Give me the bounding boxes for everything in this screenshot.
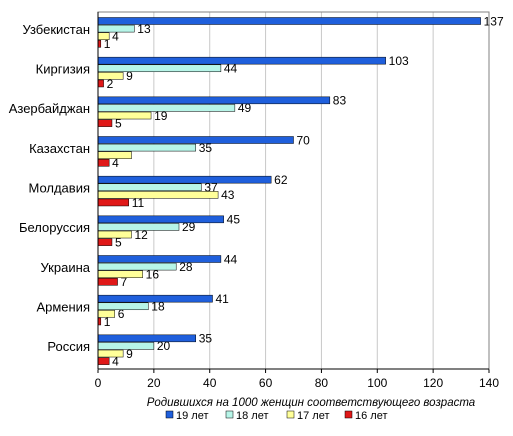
bar-16-лет <box>97 119 113 127</box>
legend-label: 17 лет <box>297 410 330 422</box>
bars <box>97 17 481 365</box>
data-label: 5 <box>115 235 122 249</box>
bar-18-лет <box>97 64 222 73</box>
legend: 19 лет 18 лет 17 лет 16 лет <box>165 410 388 422</box>
data-label: 12 <box>135 228 149 242</box>
legend-label: 19 лет <box>176 410 209 422</box>
data-label: 83 <box>333 94 347 108</box>
data-label: 9 <box>126 347 133 361</box>
category-label: Азербайджан <box>9 101 90 116</box>
data-label: 16 <box>146 268 160 282</box>
bar-17-лет <box>97 349 124 358</box>
data-label: 41 <box>216 292 230 306</box>
data-label: 20 <box>157 339 171 353</box>
data-labels: 1371341103449283491957035462374311452912… <box>104 14 504 368</box>
category-label: Казахстан <box>29 141 90 156</box>
bar-19-лет <box>97 56 386 65</box>
data-label: 35 <box>199 332 213 346</box>
data-label: 19 <box>154 109 168 123</box>
category-labels: Узбекистан Киргизия Азербайджан Казахстан Мо… <box>9 22 91 354</box>
bar-19-лет <box>97 17 481 25</box>
bar-18-лет <box>97 143 196 152</box>
bar-18-лет <box>97 262 177 271</box>
data-label: 1 <box>104 37 111 51</box>
data-label: 5 <box>115 116 122 130</box>
bar-19-лет <box>97 255 222 263</box>
bar-19-лет <box>97 334 196 343</box>
bar-16-лет <box>97 79 104 88</box>
category-label: Белоруссия <box>19 220 90 235</box>
x-tick-label: 100 <box>367 376 387 390</box>
data-label: 4 <box>112 354 119 368</box>
data-label: 70 <box>297 133 311 147</box>
data-label: 45 <box>227 213 241 227</box>
bar-16-лет <box>97 159 110 167</box>
x-tick-label: 60 <box>259 376 273 390</box>
x-axis: 0 20 40 60 80 100 120 140 <box>95 11 499 390</box>
data-label: 9 <box>126 69 133 83</box>
data-label: 29 <box>182 220 196 234</box>
data-label: 137 <box>484 14 504 28</box>
bar-16-лет <box>97 238 113 246</box>
bar-19-лет <box>97 215 224 224</box>
data-label: 11 <box>132 196 145 210</box>
x-axis-title: Родившихся на 1000 женщин соответствующе… <box>147 397 475 409</box>
bar-16-лет <box>97 278 118 286</box>
bar-16-лет <box>97 198 129 207</box>
category-label: Украина <box>41 260 91 275</box>
data-label: 28 <box>179 260 193 274</box>
category-label: Россия <box>47 339 90 354</box>
data-label: 18 <box>151 300 165 314</box>
category-label: Молдавия <box>28 180 90 195</box>
data-label: 43 <box>221 188 235 202</box>
x-tick-label: 20 <box>147 376 161 390</box>
x-tick-label: 40 <box>203 376 217 390</box>
x-tick-label: 120 <box>423 376 443 390</box>
data-label: 44 <box>224 62 238 76</box>
x-tick-label: 0 <box>95 376 102 390</box>
data-label: 7 <box>121 275 128 289</box>
data-label: 49 <box>238 101 252 115</box>
data-label: 4 <box>112 156 119 170</box>
data-label: 2 <box>107 77 114 91</box>
x-tick-label: 80 <box>315 376 329 390</box>
category-label: Узбекистан <box>22 22 90 37</box>
bar-19-лет <box>97 96 331 105</box>
data-label: 37 <box>204 181 218 195</box>
bar-19-лет <box>97 136 294 144</box>
legend-swatch <box>225 410 234 419</box>
bar-19-лет <box>97 175 272 184</box>
data-label: 13 <box>137 22 151 36</box>
legend-swatch <box>286 410 295 419</box>
x-tick-label: 140 <box>479 376 499 390</box>
category-label: Киргизия <box>36 61 90 76</box>
data-label: 6 <box>118 307 125 321</box>
legend-label: 16 лет <box>355 410 388 422</box>
bar-18-лет <box>97 183 202 192</box>
data-label: 44 <box>224 252 238 266</box>
legend-swatch <box>344 410 353 419</box>
data-label: 35 <box>199 141 213 155</box>
bar-17-лет <box>97 111 152 120</box>
bar-16-лет <box>97 357 110 365</box>
data-label: 62 <box>274 173 288 187</box>
data-label: 1 <box>104 315 111 329</box>
bar-17-лет <box>97 191 219 199</box>
data-label: 103 <box>389 54 409 68</box>
legend-label: 18 лет <box>236 410 269 422</box>
category-label: Армения <box>36 299 90 314</box>
data-label: 4 <box>112 30 119 44</box>
legend-swatch <box>165 410 174 419</box>
